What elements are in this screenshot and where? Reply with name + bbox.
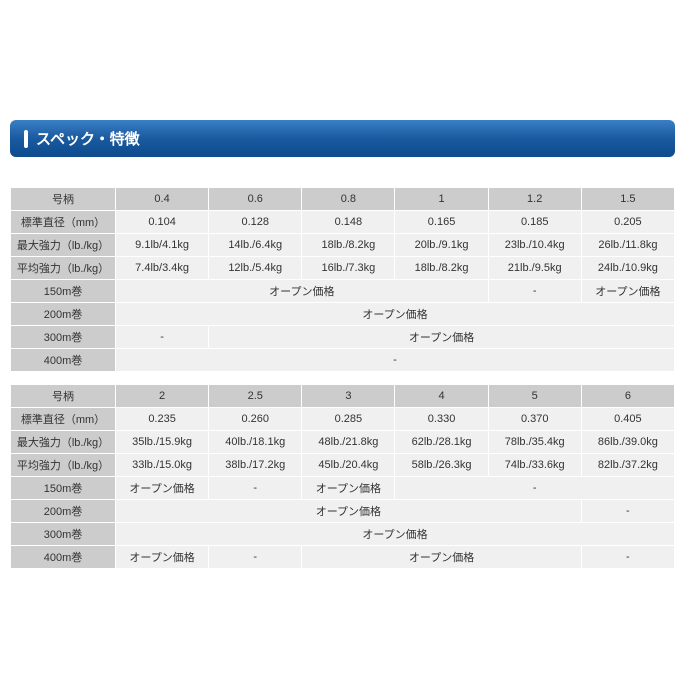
t1-avg-3: 18lb./8.2kg [395, 257, 488, 280]
t1-300-c1: - [116, 326, 209, 349]
t1-col-5: 1.5 [581, 188, 674, 211]
t1-max-1: 14lb./6.4kg [209, 234, 302, 257]
section-header-bar [24, 130, 28, 148]
section-header: スペック・特徴 [10, 120, 675, 157]
t1-150-c3: オープン価格 [581, 280, 674, 303]
t2-150-c2: - [209, 477, 302, 500]
t2-200-c1: オープン価格 [116, 500, 582, 523]
t2-dia-2: 0.285 [302, 408, 395, 431]
t2-rowheader-2: 最大強力（lb./kg） [11, 431, 116, 454]
t1-avg-5: 24lb./10.9kg [581, 257, 674, 280]
t1-150-c2: - [488, 280, 581, 303]
t1-avg-2: 16lb./7.3kg [302, 257, 395, 280]
t2-col-0: 2 [116, 385, 209, 408]
t2-dia-5: 0.405 [581, 408, 674, 431]
t2-400-c1: オープン価格 [116, 546, 209, 569]
t1-max-3: 20lb./9.1kg [395, 234, 488, 257]
t1-col-3: 1 [395, 188, 488, 211]
t1-col-1: 0.6 [209, 188, 302, 211]
t2-150-c3: オープン価格 [302, 477, 395, 500]
t1-dia-5: 0.205 [581, 211, 674, 234]
t1-max-2: 18lb./8.2kg [302, 234, 395, 257]
t2-300-label: 300m巻 [11, 523, 116, 546]
t2-max-4: 78lb./35.4kg [488, 431, 581, 454]
t1-max-0: 9.1lb/4.1kg [116, 234, 209, 257]
t1-avg-1: 12lb./5.4kg [209, 257, 302, 280]
t2-max-2: 48lb./21.8kg [302, 431, 395, 454]
t1-200-c1: オープン価格 [116, 303, 675, 326]
t1-300-c2: オープン価格 [209, 326, 675, 349]
t1-col-0: 0.4 [116, 188, 209, 211]
t2-avg-5: 82lb./37.2kg [581, 454, 674, 477]
t2-avg-3: 58lb./26.3kg [395, 454, 488, 477]
t2-col-5: 6 [581, 385, 674, 408]
t2-150-label: 150m巻 [11, 477, 116, 500]
t2-max-1: 40lb./18.1kg [209, 431, 302, 454]
t1-rowheader-1: 標準直径（mm） [11, 211, 116, 234]
t1-rowheader-3: 平均強力（lb./kg） [11, 257, 116, 280]
t1-rowheader-0: 号柄 [11, 188, 116, 211]
t2-200-label: 200m巻 [11, 500, 116, 523]
t2-dia-4: 0.370 [488, 408, 581, 431]
t1-dia-0: 0.104 [116, 211, 209, 234]
t1-dia-3: 0.165 [395, 211, 488, 234]
t1-150-c1: オープン価格 [116, 280, 489, 303]
spec-table-2: 号柄 2 2.5 3 4 5 6 標準直径（mm） 0.235 0.260 0.… [10, 384, 675, 569]
t2-400-c2: - [209, 546, 302, 569]
t1-max-5: 26lb./11.8kg [581, 234, 674, 257]
t2-col-1: 2.5 [209, 385, 302, 408]
t2-col-2: 3 [302, 385, 395, 408]
t1-200-label: 200m巻 [11, 303, 116, 326]
t1-400-c1: - [116, 349, 675, 372]
t1-300-label: 300m巻 [11, 326, 116, 349]
t1-dia-1: 0.128 [209, 211, 302, 234]
t1-150-label: 150m巻 [11, 280, 116, 303]
t2-rowheader-1: 標準直径（mm） [11, 408, 116, 431]
t2-400-label: 400m巻 [11, 546, 116, 569]
spec-table-1: 号柄 0.4 0.6 0.8 1 1.2 1.5 標準直径（mm） 0.104 … [10, 187, 675, 372]
t2-rowheader-0: 号柄 [11, 385, 116, 408]
t2-150-c1: オープン価格 [116, 477, 209, 500]
t2-col-3: 4 [395, 385, 488, 408]
t2-avg-0: 33lb./15.0kg [116, 454, 209, 477]
t2-col-4: 5 [488, 385, 581, 408]
t2-150-c4: - [395, 477, 675, 500]
t2-dia-1: 0.260 [209, 408, 302, 431]
t2-400-c4: - [581, 546, 674, 569]
t2-avg-2: 45lb./20.4kg [302, 454, 395, 477]
t1-col-4: 1.2 [488, 188, 581, 211]
t1-col-2: 0.8 [302, 188, 395, 211]
t1-rowheader-2: 最大強力（lb./kg） [11, 234, 116, 257]
t1-dia-2: 0.148 [302, 211, 395, 234]
t1-avg-0: 7.4lb/3.4kg [116, 257, 209, 280]
section-title: スペック・特徴 [36, 128, 140, 149]
t2-rowheader-3: 平均強力（lb./kg） [11, 454, 116, 477]
t1-dia-4: 0.185 [488, 211, 581, 234]
t2-max-5: 86lb./39.0kg [581, 431, 674, 454]
t2-400-c3: オープン価格 [302, 546, 581, 569]
t2-200-c2: - [581, 500, 674, 523]
t2-avg-4: 74lb./33.6kg [488, 454, 581, 477]
t2-dia-3: 0.330 [395, 408, 488, 431]
t2-max-0: 35lb./15.9kg [116, 431, 209, 454]
t2-avg-1: 38lb./17.2kg [209, 454, 302, 477]
t1-max-4: 23lb./10.4kg [488, 234, 581, 257]
t2-300-c1: オープン価格 [116, 523, 675, 546]
t1-avg-4: 21lb./9.5kg [488, 257, 581, 280]
t1-400-label: 400m巻 [11, 349, 116, 372]
t2-dia-0: 0.235 [116, 408, 209, 431]
t2-max-3: 62lb./28.1kg [395, 431, 488, 454]
